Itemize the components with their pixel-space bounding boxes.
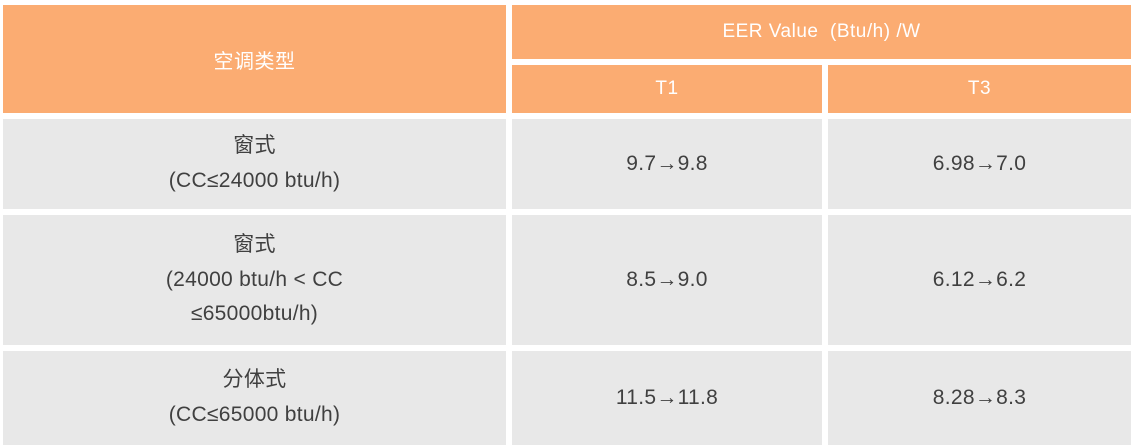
column-header-eer-value: EER Value (Btu/h) /W: [512, 5, 1131, 59]
row-2-type-cell: 窗式 (24000 btu/h < CC ≤65000btu/h): [3, 215, 506, 345]
row-3-type-line-2: (CC≤65000 btu/h): [168, 403, 341, 426]
row-1-t3-value: 6.98→7.0: [828, 119, 1131, 209]
eer-table-grid: 空调类型 EER Value (Btu/h) /W T1 T3 窗式 (CC≤2…: [3, 5, 1131, 445]
row-2-t3-value: 6.12→6.2: [828, 215, 1131, 345]
row-2-type-line-1: 窗式: [233, 233, 276, 257]
row-3-t3-value: 8.28→8.3: [828, 351, 1131, 445]
row-3-type-cell: 分体式 (CC≤65000 btu/h): [3, 351, 506, 445]
column-subheader-t3: T3: [828, 65, 1131, 113]
row-1-type-cell: 窗式 (CC≤24000 btu/h): [3, 119, 506, 209]
column-subheader-t1: T1: [512, 65, 822, 113]
row-1-type-line-2: (CC≤24000 btu/h): [168, 169, 341, 192]
row-1-t1-value: 9.7→9.8: [512, 119, 822, 209]
row-2-type-line-2: (24000 btu/h < CC: [165, 267, 344, 291]
row-3-type-line-1: 分体式: [222, 368, 287, 392]
row-2-t1-value: 8.5→9.0: [512, 215, 822, 345]
row-2-type-line-3: ≤65000btu/h): [190, 302, 319, 326]
column-header-ac-type: 空调类型: [3, 5, 506, 113]
row-1-type-line-1: 窗式: [233, 134, 276, 158]
row-3-t1-value: 11.5→11.8: [512, 351, 822, 445]
